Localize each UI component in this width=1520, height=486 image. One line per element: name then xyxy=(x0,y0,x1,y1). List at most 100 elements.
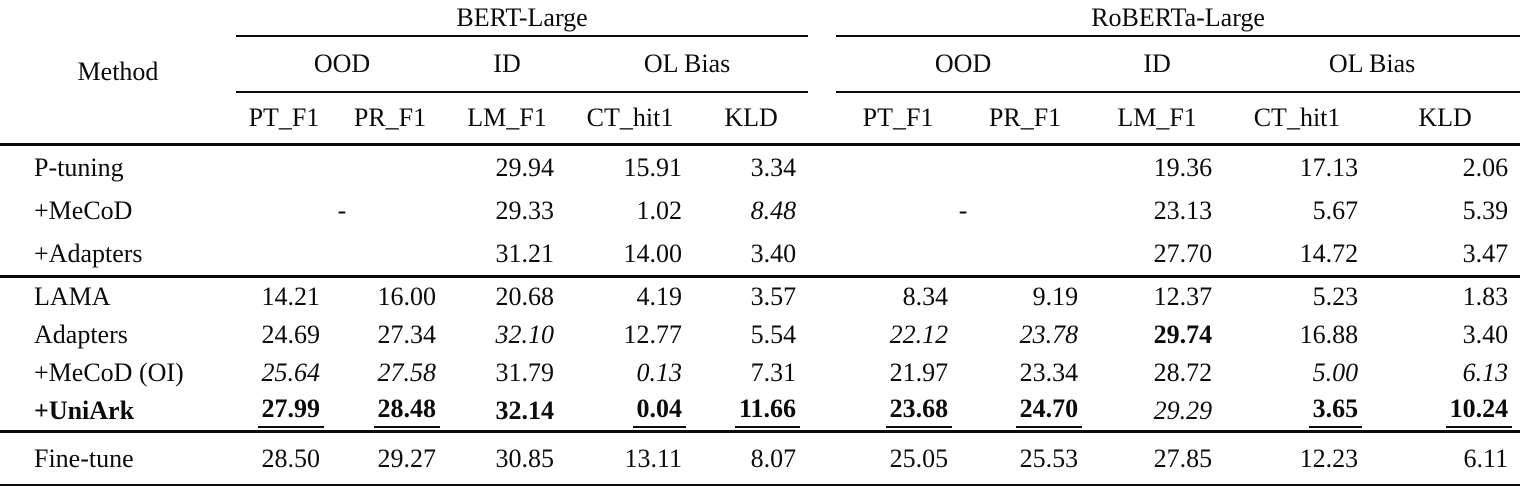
table-row: +UniArk 27.99 28.48 32.14 0.04 11.66 23.68 24.7… xyxy=(0,392,1520,432)
value: 1.02 xyxy=(636,195,683,225)
table-row: LAMA 14.21 16.00 20.68 4.19 3.57 8.34 9.19 12.37… xyxy=(0,275,1520,316)
method-header: Method xyxy=(0,0,236,146)
roberta-value-cell: 28.72 xyxy=(1090,354,1224,392)
column-gap xyxy=(808,392,836,432)
value: 12.37 xyxy=(1153,282,1213,311)
roberta-value-cell: 8.34 xyxy=(836,275,961,316)
bert-value-cell: 11.66 xyxy=(694,392,808,432)
value: 25.64 xyxy=(261,358,321,387)
table-row: +MeCoD (OI) 25.64 27.58 31.79 0.13 7.31 21.97 2… xyxy=(0,354,1520,392)
bert-value-cell: 31.21 xyxy=(448,232,566,277)
bert-olbias-header: OL Bias xyxy=(566,36,809,93)
bert-value-cell: 8.48 xyxy=(694,189,808,232)
method-cell: LAMA xyxy=(0,275,236,316)
value: 27.58 xyxy=(377,358,437,387)
value: 28.72 xyxy=(1153,358,1213,387)
value: 28.50 xyxy=(261,443,321,473)
value: 17.13 xyxy=(1299,152,1359,182)
method-cell: P-tuning xyxy=(34,152,124,182)
column-gap xyxy=(808,92,837,146)
bert-value-cell: 28.48 xyxy=(332,392,448,432)
method-cell: +UniArk xyxy=(34,396,135,425)
value: 5.23 xyxy=(1312,282,1359,311)
bert-value-cell: 13.11 xyxy=(566,430,694,486)
table-row: +MeCoD - 29.33 1.02 8.48 - 23.13 5.67 5.39 xyxy=(0,189,1520,232)
roberta-value-cell: 5.39 xyxy=(1370,189,1520,232)
roberta-value-cell: 23.34 xyxy=(960,354,1090,392)
bert-value-cell: 3.40 xyxy=(694,232,808,277)
bert-value-cell: - xyxy=(236,189,448,232)
roberta-value-cell: 5.00 xyxy=(1224,354,1370,392)
roberta-ood-header: OOD xyxy=(836,36,1091,93)
column-header-row: PT_F1 PR_F1 LM_F1 CT_hit1 KLD PT_F1 PR_F… xyxy=(0,92,1520,146)
roberta-olbias-header: OL Bias xyxy=(1224,36,1520,93)
bert-value-cell: 4.19 xyxy=(566,275,694,316)
bert-value-cell: 12.77 xyxy=(566,316,694,354)
value: 5.67 xyxy=(1312,195,1359,225)
value: 23.68 xyxy=(885,395,953,428)
value: 14.00 xyxy=(623,238,683,268)
value: 7.31 xyxy=(750,358,797,387)
column-gap xyxy=(808,354,836,392)
value: 3.65 xyxy=(1308,395,1363,428)
bert-value-cell: 29.27 xyxy=(332,430,448,486)
roberta-value-cell: 9.19 xyxy=(960,275,1091,316)
roberta-ct-hit1-header: CT_hit1 xyxy=(1224,92,1371,146)
bert-value-cell xyxy=(236,232,448,277)
bert-pr-f1-header: PR_F1 xyxy=(332,92,448,146)
roberta-value-cell: 19.36 xyxy=(1090,145,1224,190)
value: - xyxy=(337,195,347,225)
method-cell: +MeCoD xyxy=(34,195,133,225)
bert-value-cell: 14.00 xyxy=(566,232,694,277)
column-gap xyxy=(808,145,836,190)
group-header-row: OOD ID OL Bias OOD ID OL Bias xyxy=(0,36,1520,93)
value: 27.70 xyxy=(1153,238,1213,268)
value: 29.29 xyxy=(1153,396,1213,425)
value: 29.74 xyxy=(1153,320,1213,349)
table-row: P-tuning 29.94 15.91 3.34 19.36 17.13 2.06 xyxy=(0,145,1520,190)
roberta-pt-f1-header: PT_F1 xyxy=(836,92,961,146)
column-gap xyxy=(808,232,836,277)
value: 14.72 xyxy=(1299,238,1359,268)
bert-value-cell: 24.69 xyxy=(236,316,332,354)
method-cell: +Adapters xyxy=(34,238,143,268)
bert-value-cell: 31.79 xyxy=(448,354,566,392)
bert-value-cell: 15.91 xyxy=(566,145,694,190)
roberta-value-cell: 27.85 xyxy=(1090,430,1225,486)
value: 32.10 xyxy=(495,320,555,349)
roberta-value-cell: 17.13 xyxy=(1224,145,1370,190)
value: 0.04 xyxy=(632,395,686,428)
roberta-value-cell: 3.47 xyxy=(1370,232,1520,277)
roberta-value-cell: 10.24 xyxy=(1370,392,1520,432)
value: 32.14 xyxy=(495,396,555,425)
roberta-value-cell: 3.65 xyxy=(1224,392,1370,432)
bert-value-cell: 30.85 xyxy=(448,430,566,486)
roberta-value-cell: 1.83 xyxy=(1370,275,1520,316)
bert-value-cell: 3.34 xyxy=(694,145,808,190)
roberta-value-cell: 23.78 xyxy=(960,316,1090,354)
roberta-value-cell: 5.23 xyxy=(1224,275,1371,316)
roberta-value-cell: 3.40 xyxy=(1370,316,1520,354)
value: 25.05 xyxy=(889,443,949,473)
roberta-value-cell: 29.74 xyxy=(1090,316,1224,354)
column-gap xyxy=(808,0,836,36)
roberta-value-cell: 14.72 xyxy=(1224,232,1370,277)
value: 5.54 xyxy=(750,320,797,349)
table-row: Adapters 24.69 27.34 32.10 12.77 5.54 22.12 23.… xyxy=(0,316,1520,354)
method-cell: +MeCoD (OI) xyxy=(34,358,184,387)
roberta-value-cell: 29.29 xyxy=(1090,392,1224,432)
table-body: P-tuning 29.94 15.91 3.34 19.36 17.13 2.06 +MeC… xyxy=(0,145,1520,486)
bert-value-cell: 27.34 xyxy=(332,316,448,354)
value: 29.94 xyxy=(495,152,555,182)
value: 5.00 xyxy=(1312,358,1359,387)
roberta-value-cell: 2.06 xyxy=(1370,145,1520,190)
roberta-value-cell: 21.97 xyxy=(836,354,960,392)
bert-kld-header: KLD xyxy=(694,92,809,146)
value: 29.27 xyxy=(377,443,437,473)
column-gap xyxy=(808,316,836,354)
value: 19.36 xyxy=(1153,152,1213,182)
roberta-value-cell: 6.13 xyxy=(1370,354,1520,392)
value: - xyxy=(958,195,968,225)
